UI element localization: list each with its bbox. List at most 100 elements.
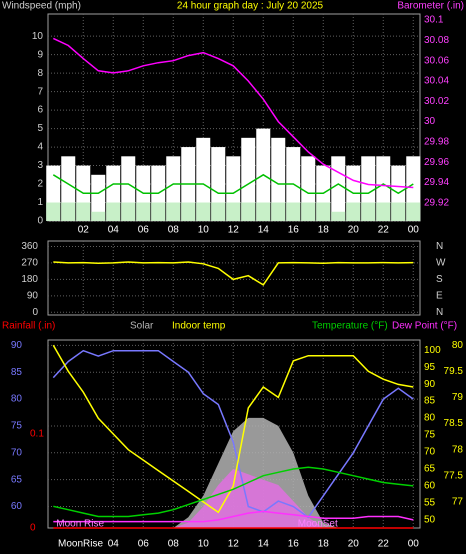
legend-label: Temperature (°F) xyxy=(312,321,388,332)
y2-tick-label: 79.5 xyxy=(444,366,464,377)
y2-tick-label: 29.98 xyxy=(424,136,449,147)
series-line xyxy=(53,261,414,286)
wind-bar xyxy=(271,202,286,221)
wind-bar xyxy=(196,202,211,221)
moon-axis-label: MoonRise xyxy=(58,539,103,550)
plot-area xyxy=(47,240,421,316)
y-tick-label: 90 xyxy=(27,290,39,301)
y2-tick-label: 30.06 xyxy=(424,55,449,66)
y4-tick-label: 0 xyxy=(30,523,36,534)
x-tick-label: 02 xyxy=(78,225,90,236)
y3-tick-label: 70 xyxy=(424,447,436,458)
moon-annotation: Moon Rise xyxy=(56,519,104,530)
x-tick-label: 20 xyxy=(348,225,360,236)
y-tick-label: 4 xyxy=(37,142,43,153)
wind-bar xyxy=(211,202,226,221)
x-tick-label: 18 xyxy=(318,539,330,550)
y3-tick-label: 100 xyxy=(424,345,441,356)
y2-tick-label: S xyxy=(436,274,443,285)
y2-tick-label: N xyxy=(436,241,443,252)
y-tick-label: 180 xyxy=(21,274,38,285)
x-tick-label: 04 xyxy=(108,225,120,236)
y2-tick-label: 80 xyxy=(452,340,464,351)
y-tick-label: 6 xyxy=(37,105,43,116)
wind-bar xyxy=(241,137,256,221)
y2-tick-label: 30 xyxy=(424,116,436,127)
series-area xyxy=(53,468,414,528)
title: 24 hour graph day : July 20 2025 xyxy=(177,1,324,12)
series-line xyxy=(53,510,414,523)
wind-bar xyxy=(346,202,361,221)
y3-tick-label: 90 xyxy=(424,379,436,390)
series-line xyxy=(52,173,414,195)
wind-bar xyxy=(331,211,346,221)
y-tick-label: 7 xyxy=(37,86,43,97)
y3-tick-label: 95 xyxy=(424,362,436,373)
x-tick-label: 10 xyxy=(198,225,210,236)
y3-tick-label: 80 xyxy=(424,413,436,424)
x-tick-label: 08 xyxy=(168,539,180,550)
x-tick-label: 22 xyxy=(378,539,390,550)
x-tick-label: 12 xyxy=(228,539,240,550)
x-tick-label: 06 xyxy=(138,539,150,550)
y2-label: Barometer (.in) xyxy=(397,1,464,12)
y2-tick-label: E xyxy=(436,290,443,301)
y3-tick-label: 75 xyxy=(424,430,436,441)
legend-label: Rainfall (.in) xyxy=(2,321,55,332)
wind-bar xyxy=(376,202,391,221)
y-tick-label: 90 xyxy=(11,340,23,351)
y-tick-label: 3 xyxy=(37,160,43,171)
series-line xyxy=(52,349,414,519)
legend-label: Indoor temp xyxy=(172,321,226,332)
wind-bar xyxy=(316,202,331,221)
y-tick-label: 80 xyxy=(11,394,23,405)
x-tick-label: 10 xyxy=(198,539,210,550)
y-tick-label: 2 xyxy=(37,179,43,190)
y2-tick-label: 30.08 xyxy=(424,35,449,46)
x-tick-label: 04 xyxy=(108,539,120,550)
y2-tick-label: N xyxy=(436,307,443,318)
wind-bar xyxy=(196,137,211,221)
y-tick-label: 1 xyxy=(37,197,43,208)
y-tick-label: 270 xyxy=(21,258,38,269)
y-tick-label: 75 xyxy=(11,421,23,432)
y2-tick-label: 30.04 xyxy=(424,76,449,87)
wind-bar xyxy=(46,202,61,221)
x-tick-label: 00 xyxy=(408,539,420,550)
y2-tick-label: 77.5 xyxy=(444,470,464,481)
wind-bar xyxy=(166,202,181,221)
wind-bar xyxy=(91,174,106,221)
wind-bar xyxy=(61,202,76,221)
wind-bar xyxy=(301,202,316,221)
moon-annotation: MoonSet xyxy=(298,519,338,530)
wind-bar xyxy=(91,211,106,221)
x-tick-label: 00 xyxy=(408,225,420,236)
wind-bar xyxy=(331,156,346,221)
y-tick-label: 0 xyxy=(37,216,43,227)
wind-bar xyxy=(406,202,421,221)
y2-tick-label: 79 xyxy=(452,392,464,403)
y3-tick-label: 55 xyxy=(424,498,436,509)
y-tick-label: 360 xyxy=(21,241,38,252)
y2-tick-label: 30.02 xyxy=(424,96,449,107)
series-line xyxy=(53,466,414,518)
y-tick-label: 10 xyxy=(32,31,44,42)
legend-label: Solar xyxy=(130,321,154,332)
x-tick-label: 12 xyxy=(228,225,240,236)
x-tick-label: 14 xyxy=(258,225,270,236)
y3-tick-label: 65 xyxy=(424,464,436,475)
y2-tick-label: 30.1 xyxy=(424,15,444,26)
y4-tick-label: 0.1 xyxy=(30,429,44,440)
y2-tick-label: 77 xyxy=(452,497,464,508)
y3-tick-label: 60 xyxy=(424,481,436,492)
wind-bar xyxy=(286,202,301,221)
legend-label: Dew Point (°F) xyxy=(392,321,457,332)
y2-tick-label: 29.94 xyxy=(424,177,449,188)
wind-bar xyxy=(226,202,241,221)
x-tick-label: 20 xyxy=(348,539,360,550)
series-line xyxy=(52,344,414,514)
x-tick-label: 16 xyxy=(288,225,300,236)
y-tick-label: 5 xyxy=(37,123,43,134)
wind-bar xyxy=(151,202,166,221)
wind-bar xyxy=(181,202,196,221)
